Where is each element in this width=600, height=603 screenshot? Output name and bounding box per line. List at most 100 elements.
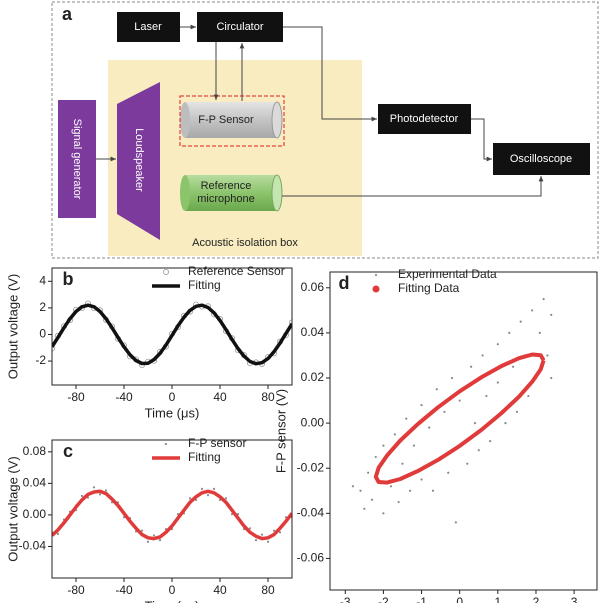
x-tick-label: -3 — [340, 595, 351, 603]
cylinder-end — [180, 175, 190, 211]
series-group — [52, 300, 292, 369]
y-tick-label: -0.04 — [19, 539, 47, 553]
data-point — [428, 426, 431, 429]
data-point — [405, 417, 408, 420]
series-group — [351, 297, 553, 524]
chart: -80 -40 0 40 80 -2 0 2 4 Time (μs) Output voltage … — [5, 264, 293, 420]
series-group — [52, 486, 292, 543]
node-label: Photodetector — [390, 113, 459, 125]
loudspeaker-shape — [117, 82, 160, 240]
x-tick-label: -40 — [115, 583, 133, 597]
data-point — [370, 498, 374, 501]
data-point — [401, 462, 404, 465]
x-tick-label: 40 — [213, 390, 227, 404]
y-tick-label: -0.04 — [297, 505, 325, 519]
data-point — [435, 388, 438, 391]
cylinder-body — [185, 102, 277, 138]
data-point — [260, 533, 264, 536]
data-point — [412, 444, 416, 447]
data-point — [397, 500, 400, 504]
data-point — [248, 527, 252, 530]
legend-label: Fitting — [188, 278, 221, 292]
data-point — [80, 494, 84, 498]
setup-diagram: a Acoustic isolation box Laser Circulato… — [51, 1, 599, 259]
y-tick-label: -0.02 — [297, 460, 325, 474]
x-tick-label: 40 — [213, 583, 227, 597]
data-point — [508, 331, 511, 334]
data-point — [98, 493, 102, 496]
data-point — [546, 354, 549, 357]
y-axis-label: Output voltage (V) — [5, 456, 20, 562]
data-point — [519, 320, 522, 323]
data-point — [200, 487, 204, 490]
data-point — [458, 399, 461, 402]
x-tick-label: -40 — [115, 390, 133, 404]
data-point — [550, 376, 553, 380]
data-point — [92, 486, 96, 489]
x-tick-label: 2 — [533, 595, 540, 603]
data-point — [359, 489, 362, 492]
x-tick-label: -80 — [67, 583, 85, 597]
node-label: Signal generator — [71, 119, 83, 200]
laser-box — [117, 12, 180, 42]
data-point — [104, 489, 108, 492]
data-point — [470, 365, 473, 368]
plot-frame — [329, 271, 598, 591]
data-point — [450, 376, 454, 380]
data-point — [389, 485, 393, 488]
legend-swatch — [164, 442, 168, 446]
data-point — [496, 343, 499, 346]
cylinder-end — [271, 174, 283, 212]
data-point — [266, 540, 270, 543]
data-point — [224, 497, 228, 500]
data-point — [146, 540, 150, 543]
legend-label: F-P sensor — [188, 436, 246, 450]
plot-frame — [51, 439, 293, 579]
legend-label: Fitting Data — [398, 281, 460, 295]
data-point — [489, 440, 492, 443]
y-tick-label: -2 — [35, 353, 46, 367]
data-point — [542, 297, 545, 301]
data-point — [367, 471, 370, 474]
y-tick-label: 2 — [39, 300, 46, 314]
y-tick-label: 4 — [39, 273, 46, 287]
data-point — [531, 309, 534, 312]
x-axis-label: Time (μs) — [145, 405, 200, 420]
arrow — [282, 176, 544, 197]
cylinder-end — [180, 102, 190, 138]
y-tick-label: 0.04 — [23, 476, 47, 490]
oscilloscope-box — [493, 143, 590, 175]
y-tick-label: 0.06 — [301, 280, 325, 294]
data-point — [466, 462, 469, 465]
charts: -80 -40 0 40 80 -2 0 2 4 Time (μs) Output voltage … — [5, 264, 598, 603]
data-point — [477, 449, 480, 452]
data-point — [504, 422, 507, 425]
x-tick-label: -1 — [416, 595, 427, 603]
node-label: Oscilloscope — [510, 153, 572, 165]
data-point — [351, 485, 354, 488]
chart: -3 -2 -1 0 1 2 3 -0.06 -0.04 -0.02 0.00 0.02 0.04 0.0… — [273, 267, 598, 603]
data-point — [56, 532, 60, 535]
data-point — [420, 403, 423, 407]
y-tick-label: 0.00 — [301, 415, 325, 429]
data-point — [496, 381, 499, 384]
plot-frame — [51, 267, 293, 386]
data-point — [254, 539, 258, 542]
data-point — [140, 529, 144, 532]
data-point — [278, 531, 282, 534]
legend-label: Experimental Data — [398, 267, 497, 281]
x-tick-label: 0 — [456, 595, 463, 603]
region-label: Acoustic isolation box — [192, 237, 298, 249]
series-line — [52, 303, 292, 366]
legend-swatch — [372, 285, 380, 293]
data-point — [272, 529, 276, 532]
data-point — [374, 455, 377, 459]
data-point — [431, 489, 435, 492]
node-label: Reference — [201, 180, 252, 192]
data-point — [511, 365, 515, 368]
x-tick-label: 0 — [169, 583, 176, 597]
data-point — [527, 394, 530, 398]
series-line — [52, 489, 292, 541]
y-tick-label: 0.02 — [301, 370, 325, 384]
legend-swatch — [162, 268, 169, 275]
